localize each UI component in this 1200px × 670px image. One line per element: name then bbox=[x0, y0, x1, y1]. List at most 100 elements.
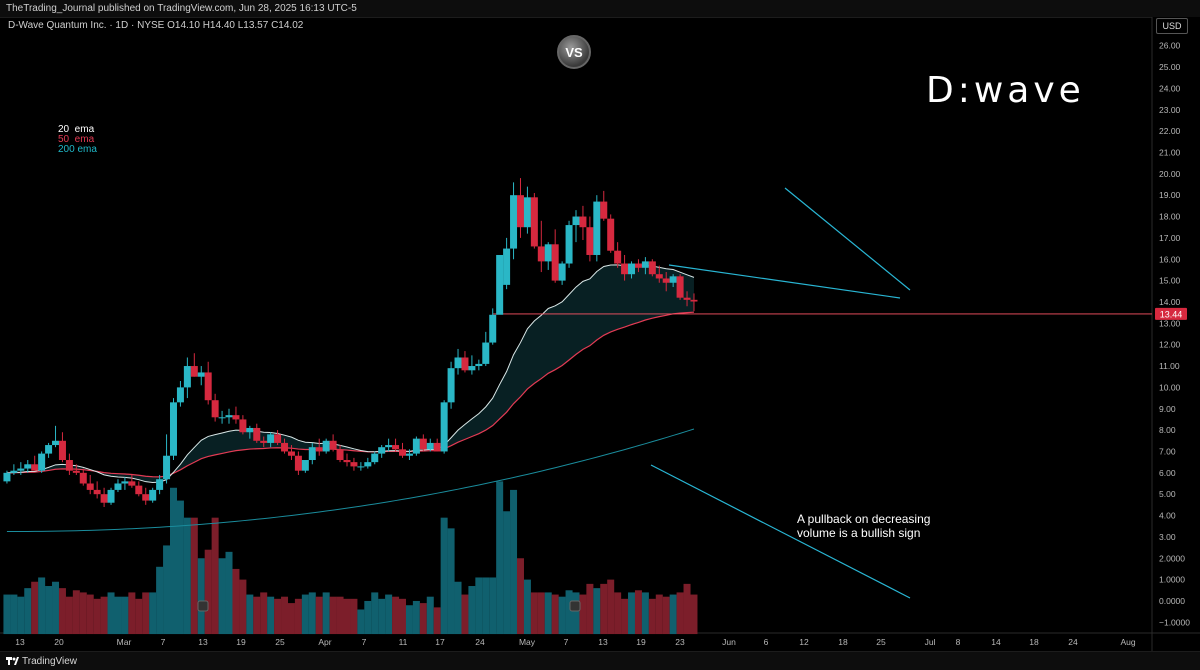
candle-body bbox=[79, 472, 87, 484]
volume-bar bbox=[308, 592, 316, 635]
candle-body bbox=[530, 197, 538, 247]
volume-bar bbox=[364, 600, 372, 635]
volume-bar bbox=[440, 517, 448, 635]
candle-body bbox=[475, 363, 483, 367]
candle-body bbox=[17, 468, 25, 471]
candle-body bbox=[197, 372, 205, 377]
candle-body bbox=[607, 218, 615, 251]
candle-body bbox=[614, 250, 622, 264]
volume-bar bbox=[641, 592, 649, 635]
candle-body bbox=[204, 372, 212, 401]
platform-name: TradingView bbox=[22, 656, 78, 667]
candle-body bbox=[461, 357, 469, 371]
candle-body bbox=[260, 440, 268, 443]
x-tick-label: 6 bbox=[764, 637, 769, 647]
volume-bar bbox=[614, 592, 622, 635]
volume-bar bbox=[322, 592, 330, 635]
volume-bar bbox=[336, 596, 344, 635]
y-tick-label: 18.00 bbox=[1159, 212, 1181, 222]
volume-bar bbox=[93, 598, 101, 635]
volume-trendline bbox=[650, 464, 911, 599]
volume-bar bbox=[267, 596, 275, 635]
candle-body bbox=[496, 254, 504, 315]
currency-button[interactable]: USD bbox=[1156, 18, 1188, 34]
volume-bar bbox=[669, 594, 677, 635]
candle-body bbox=[593, 201, 601, 255]
volume-bar bbox=[260, 592, 268, 635]
candle-body bbox=[385, 445, 393, 448]
volume-bar bbox=[489, 577, 497, 635]
volume-bar bbox=[301, 594, 309, 635]
candle-body bbox=[482, 342, 490, 364]
candle-body bbox=[225, 415, 233, 418]
volume-bar bbox=[586, 583, 594, 635]
volume-bar bbox=[544, 592, 552, 635]
ema20-line bbox=[6, 264, 695, 483]
y-tick-label: 23.00 bbox=[1159, 105, 1181, 115]
wedge-lower-trendline bbox=[668, 264, 901, 299]
volume-bar bbox=[156, 566, 164, 635]
candle-body bbox=[454, 357, 462, 369]
tradingview-icon bbox=[6, 657, 19, 665]
candle-body bbox=[58, 440, 66, 461]
y-tick-label: 25.00 bbox=[1159, 62, 1181, 72]
volume-bar bbox=[149, 592, 157, 635]
price-axis bbox=[1152, 17, 1200, 651]
x-tick-label: 14 bbox=[991, 637, 1001, 647]
candle-body bbox=[301, 460, 309, 471]
candle-body bbox=[114, 483, 122, 490]
price-level-badge bbox=[1155, 307, 1187, 320]
x-tick-label: 11 bbox=[399, 637, 408, 647]
candle-body bbox=[218, 417, 226, 419]
volume-bar bbox=[454, 581, 462, 635]
volume-bar bbox=[475, 577, 483, 635]
candle-body bbox=[364, 462, 372, 467]
candle-body bbox=[183, 366, 191, 388]
candle-body bbox=[628, 263, 636, 275]
candle-body bbox=[156, 479, 164, 490]
x-tick-label: 7 bbox=[564, 637, 569, 647]
candle-body bbox=[294, 455, 302, 471]
candle-body bbox=[128, 481, 136, 486]
y-tick-label: 17.00 bbox=[1159, 233, 1181, 243]
footer-bar: TradingView bbox=[0, 651, 1200, 670]
volume-bar bbox=[419, 603, 427, 635]
candle-body bbox=[287, 451, 295, 456]
volume-bar bbox=[24, 588, 32, 635]
volume-bar bbox=[10, 594, 18, 635]
y-tick-label: 21.00 bbox=[1159, 147, 1181, 157]
candle-body bbox=[419, 438, 427, 450]
publish-bar: TheTrading_Journal published on TradingV… bbox=[0, 0, 1200, 18]
candle-body bbox=[489, 314, 497, 343]
candle-body bbox=[274, 434, 282, 443]
y-tick-label: −1.0000 bbox=[1159, 617, 1190, 627]
candle-body bbox=[537, 246, 545, 262]
candle-body bbox=[399, 449, 407, 456]
candle-body bbox=[86, 483, 94, 490]
volume-bar bbox=[38, 577, 46, 635]
candle-body bbox=[3, 472, 11, 482]
candle-body bbox=[176, 387, 184, 403]
volume-bar bbox=[163, 545, 171, 635]
y-tick-label: 12.00 bbox=[1159, 340, 1181, 350]
volume-bar bbox=[433, 607, 441, 635]
volume-bar bbox=[329, 596, 337, 635]
y-tick-label: 19.00 bbox=[1159, 190, 1181, 200]
volume-bar bbox=[274, 598, 282, 635]
y-tick-label: 4.00 bbox=[1159, 511, 1176, 521]
candle-body bbox=[676, 276, 684, 298]
y-tick-label: 0.0000 bbox=[1159, 596, 1185, 606]
volume-bar bbox=[3, 594, 11, 635]
volume-bar bbox=[676, 592, 684, 635]
candle-body bbox=[100, 494, 108, 503]
candle-body bbox=[308, 447, 316, 461]
x-tick-label: 25 bbox=[876, 637, 886, 647]
volume-bar bbox=[239, 579, 247, 635]
volume-bar bbox=[579, 594, 587, 635]
volume-bar bbox=[655, 594, 663, 635]
x-tick-label: 18 bbox=[1029, 637, 1039, 647]
volume-bar bbox=[190, 517, 198, 635]
volume-bar bbox=[503, 511, 511, 635]
volume-bar bbox=[100, 596, 108, 635]
